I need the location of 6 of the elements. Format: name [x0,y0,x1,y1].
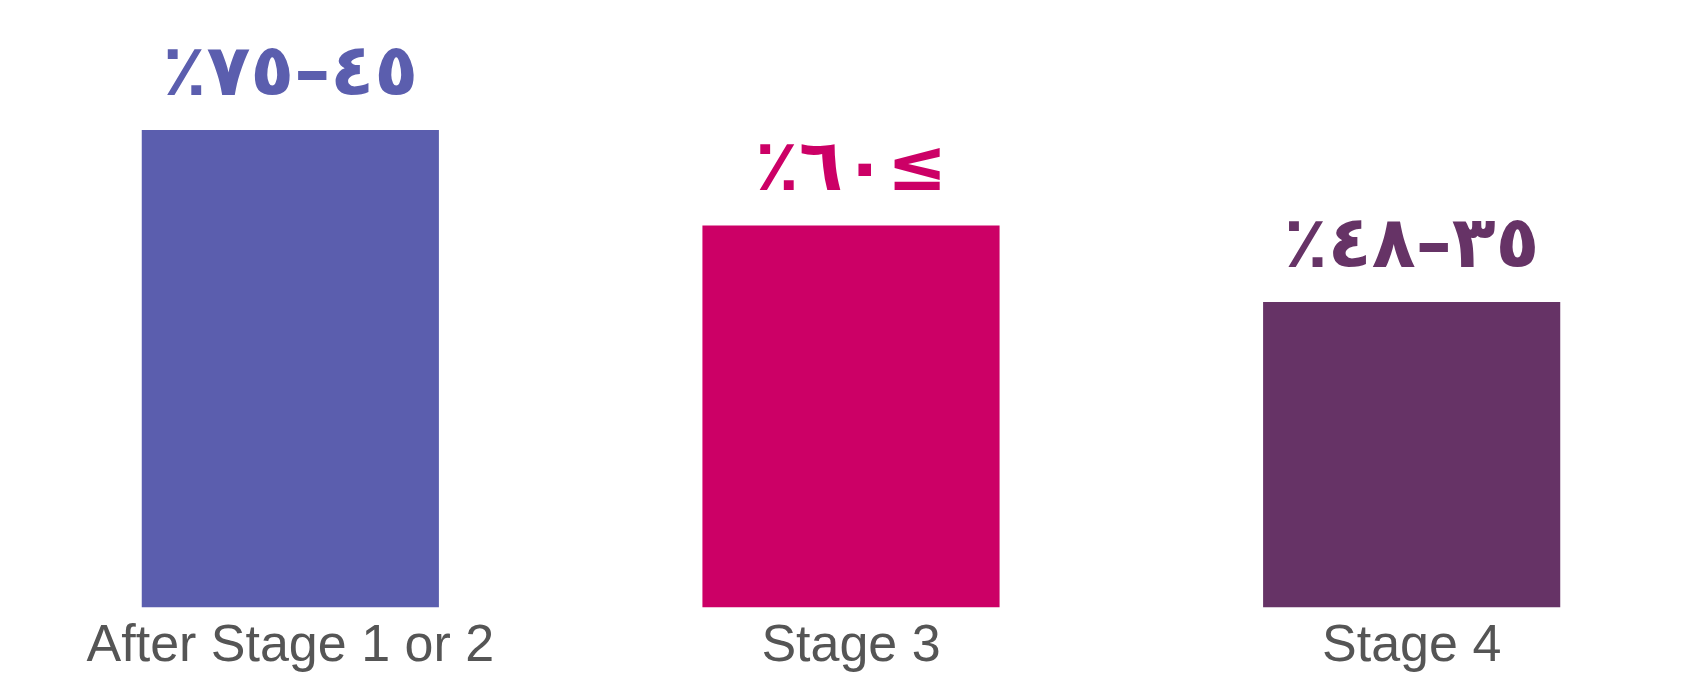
data-label: ٣٥–٤٨٪ [1283,199,1540,284]
x-tick-label: Stage 4 [1322,614,1502,673]
data-label: ≥٦٠٪ [754,123,948,208]
data-label: ٤٥–٧٥٪ [162,27,419,112]
x-tick-label: Stage 3 [761,614,941,673]
x-tick-label: After Stage 1 or 2 [86,614,495,673]
